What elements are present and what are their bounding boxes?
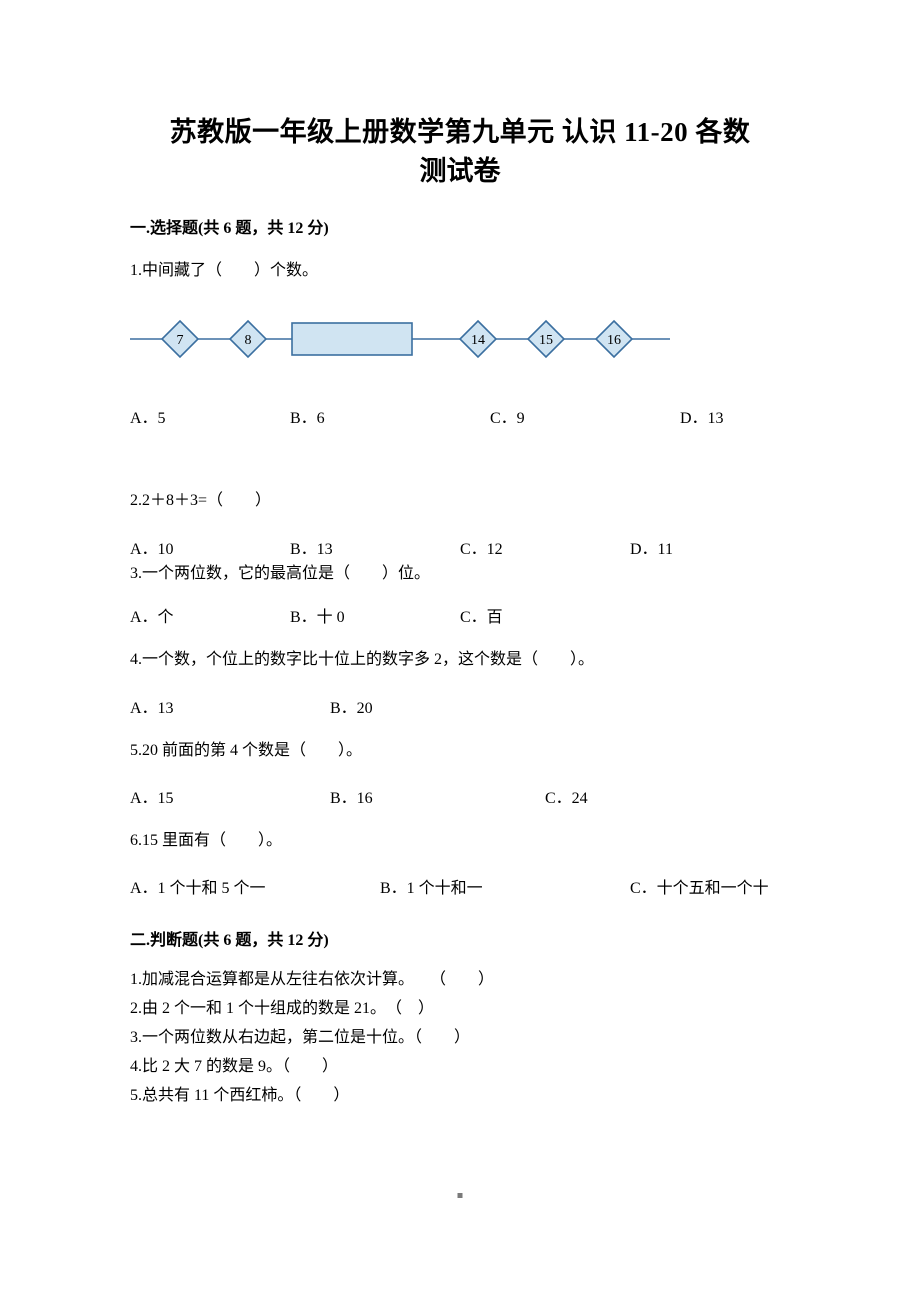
q2-text: 2.2＋8＋3=（ ）: [130, 490, 790, 512]
s2-item-5: 5.总共有 11 个西红柿。（ ）: [130, 1084, 790, 1109]
diagram-num-1: 8: [245, 333, 252, 348]
title-line-1: 苏教版一年级上册数学第九单元 认识 11-20 各数: [130, 110, 790, 149]
q2-opt-c: C．12: [460, 535, 630, 559]
page-marker-icon: [458, 1193, 463, 1198]
title-line-2: 测试卷: [130, 149, 790, 188]
q6-text: 6.15 里面有（ ）。: [130, 830, 790, 852]
q5-options: A．15 B．16 C．24: [130, 784, 790, 808]
page: 苏教版一年级上册数学第九单元 认识 11-20 各数 测试卷 一.选择题(共 6…: [0, 0, 920, 1302]
s2-item-3: 3.一个两位数从右边起，第二位是十位。（ ）: [130, 1026, 790, 1051]
q2-opt-a: A．10: [130, 535, 290, 559]
section-2-heading: 二.判断题(共 6 题，共 12 分): [130, 926, 790, 950]
q1-opt-d: D．13: [680, 404, 724, 428]
q5-opt-c: C．24: [545, 784, 588, 808]
q6-opt-b: B．1 个十和一: [380, 874, 630, 898]
q4-opt-a: A．13: [130, 694, 330, 718]
q3-opt-a: A．个: [130, 603, 290, 627]
q6-opt-a: A．1 个十和 5 个一: [130, 874, 380, 898]
q2-options: A．10 B．13 C．12 D．11: [130, 535, 790, 559]
q5-opt-a: A．15: [130, 784, 330, 808]
q3-opt-b: B．十 0: [290, 603, 460, 627]
s2-item-1: 1.加减混合运算都是从左往右依次计算。 （ ）: [130, 968, 790, 993]
q3-text: 3.一个两位数，它的最高位是（ ）位。: [130, 563, 790, 585]
q2-opt-d: D．11: [630, 535, 673, 559]
q5-text: 5.20 前面的第 4 个数是（ ）。: [130, 740, 790, 762]
s2-item-2: 2.由 2 个一和 1 个十组成的数是 21。 （ ）: [130, 997, 790, 1022]
q1-opt-a: A．5: [130, 404, 290, 428]
q4-opt-b: B．20: [330, 694, 373, 718]
diagram-hidden-rect: [292, 323, 412, 355]
q4-options: A．13 B．20: [130, 694, 790, 718]
q2-opt-b: B．13: [290, 535, 460, 559]
q1-text: 1.中间藏了（ ）个数。: [130, 260, 790, 282]
s2-item-4: 4.比 2 大 7 的数是 9。（ ）: [130, 1055, 790, 1080]
section-1-heading: 一.选择题(共 6 题，共 12 分): [130, 214, 790, 238]
diagram-num-0: 7: [177, 333, 184, 348]
q4-text: 4.一个数，个位上的数字比十位上的数字多 2，这个数是（ ）。: [130, 649, 790, 671]
q1-diagram: 7 8 14 15 16: [130, 304, 790, 374]
q6-options-row1: A．1 个十和 5 个一 B．1 个十和一 C．十个五和一个十: [130, 874, 790, 898]
q3-options: A．个 B．十 0 C．百: [130, 603, 790, 627]
diagram-num-4: 16: [607, 333, 621, 348]
q3-opt-c: C．百: [460, 603, 503, 627]
q1-opt-c: C．9: [490, 404, 680, 428]
diagram-num-2: 14: [471, 333, 485, 348]
diagram-num-3: 15: [539, 333, 553, 348]
q5-opt-b: B．16: [330, 784, 545, 808]
q1-opt-b: B．6: [290, 404, 490, 428]
q1-options: A．5 B．6 C．9 D．13: [130, 404, 790, 428]
q6-opt-c: C．十个五和一个十: [630, 874, 769, 898]
